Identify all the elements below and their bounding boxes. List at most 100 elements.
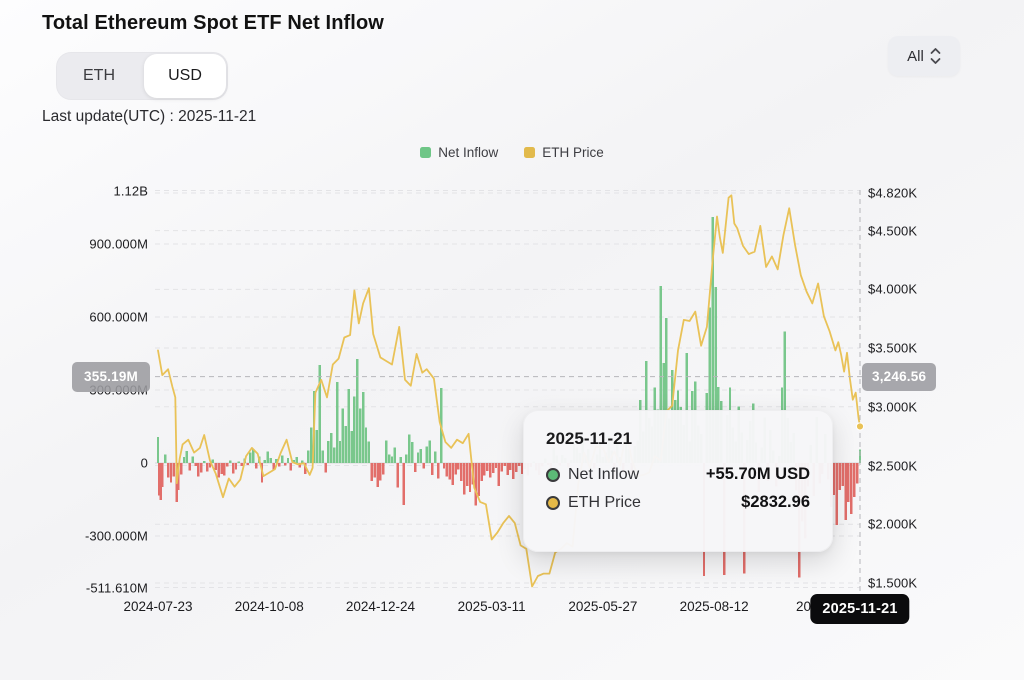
toggle-eth-button[interactable]: ETH — [58, 54, 140, 98]
inflow-bar-positive — [182, 456, 186, 463]
inflow-bar-negative — [324, 463, 327, 473]
inflow-bar-negative — [373, 463, 376, 478]
range-select[interactable]: All — [888, 36, 960, 76]
inflow-bar-negative — [382, 463, 385, 475]
inflow-bar-positive — [295, 456, 298, 463]
legend-item-eth-price[interactable]: ETH Price — [524, 145, 604, 160]
inflow-bar-positive — [387, 454, 391, 464]
tooltip-row-eth-price: ETH Price $2832.96 — [546, 493, 810, 512]
inflow-bar-positive — [315, 430, 319, 463]
inflow-bar-negative — [283, 463, 287, 466]
tooltip-row-net-inflow: Net Inflow +55.70M USD — [546, 465, 810, 484]
inflow-bar-positive — [275, 458, 278, 463]
inflow-bar-negative — [298, 463, 301, 468]
inflow-bar-negative — [208, 463, 212, 468]
inflow-bar-positive — [364, 427, 368, 463]
inflow-bar-negative — [376, 463, 379, 488]
inflow-bar-negative — [465, 463, 469, 486]
inflow-bar-positive — [252, 448, 255, 463]
inflow-bar-negative — [838, 463, 841, 490]
last-update-text: Last update(UTC) : 2025-11-21 — [42, 108, 257, 125]
inflow-bar-negative — [240, 463, 243, 467]
inflow-bar-negative — [503, 463, 506, 467]
inflow-bar-negative — [217, 463, 220, 478]
inflow-bar-positive — [708, 307, 711, 463]
inflow-bar-negative — [226, 463, 229, 467]
inflow-bar-positive — [327, 440, 330, 463]
inflow-bar-negative — [200, 463, 203, 473]
tooltip-label: ETH Price — [568, 493, 641, 511]
inflow-bar-positive — [191, 456, 194, 463]
legend-label: ETH Price — [542, 145, 604, 160]
select-arrows-icon — [930, 48, 941, 64]
crosshair-inflow-badge: 355.19M — [72, 361, 150, 392]
inflow-bar-negative — [454, 463, 457, 475]
inflow-bar-negative — [370, 463, 373, 482]
inflow-bar-negative — [477, 463, 480, 496]
eth-price-line — [157, 194, 861, 588]
inflow-bar-negative — [445, 463, 449, 477]
inflow-bar-negative — [278, 463, 281, 467]
inflow-bar-positive — [665, 318, 668, 463]
net-inflow-swatch-icon — [420, 147, 432, 158]
page-title: Total Ethereum Spot ETF Net Inflow — [42, 12, 384, 34]
range-select-value: All — [907, 47, 924, 65]
inflow-bar-negative — [161, 463, 164, 487]
crosshair-price-badge: 3,246.56 — [862, 362, 937, 391]
inflow-bar-positive — [714, 286, 717, 464]
inflow-bar-positive — [359, 408, 362, 463]
inflow-bar-negative — [396, 463, 399, 488]
inflow-bar-negative — [231, 463, 235, 474]
inflow-bar-negative — [483, 463, 486, 476]
inflow-bar-negative — [422, 463, 425, 469]
tooltip-label: Net Inflow — [568, 465, 640, 483]
inflow-bar-negative — [214, 463, 217, 470]
inflow-bar-positive — [393, 447, 397, 463]
chart-tooltip: 2025-11-21 Net Inflow +55.70M USD ETH Pr… — [523, 410, 833, 552]
inflow-bar-negative — [489, 463, 492, 478]
inflow-bar-negative — [437, 463, 440, 479]
inflow-bar-negative — [289, 463, 293, 471]
inflow-bar-positive — [434, 451, 437, 463]
inflow-bar-negative — [844, 463, 847, 521]
inflow-bar-positive — [341, 408, 345, 463]
inflow-bar-positive — [425, 446, 428, 463]
inflow-bar-negative — [497, 463, 501, 486]
inflow-bar-positive — [237, 461, 241, 464]
inflow-bar-negative — [379, 463, 382, 481]
inflow-bar-negative — [500, 463, 503, 472]
inflow-bar-negative — [494, 463, 498, 469]
tooltip-value: +55.70M USD — [705, 465, 810, 483]
inflow-bar-positive — [711, 216, 714, 463]
inflow-bar-negative — [832, 463, 836, 496]
inflow-bar-positive — [399, 457, 402, 463]
inflow-bar-positive — [318, 365, 321, 464]
legend-label: Net Inflow — [438, 145, 499, 160]
inflow-bar-negative — [515, 463, 518, 472]
inflow-bar-negative — [451, 463, 454, 485]
inflow-bar-positive — [286, 457, 290, 463]
eth-price-dot-icon — [546, 495, 560, 510]
inflow-bar-negative — [448, 463, 451, 480]
inflow-bar-negative — [460, 463, 463, 481]
inflow-bar-negative — [431, 463, 434, 475]
inflow-bar-positive — [350, 430, 353, 463]
inflow-bar-negative — [304, 463, 307, 474]
inflow-bar-positive — [185, 451, 189, 463]
inflow-bar-negative — [480, 463, 483, 481]
inflow-bar-negative — [169, 463, 173, 483]
inflow-bar-negative — [179, 463, 183, 475]
tooltip-value: $2832.96 — [741, 493, 810, 511]
inflow-bar-positive — [416, 452, 420, 464]
inflow-bar-negative — [853, 463, 856, 498]
legend-item-net-inflow[interactable]: Net Inflow — [420, 145, 498, 160]
inflow-bar-negative — [847, 463, 850, 502]
inflow-bar-negative — [457, 463, 460, 470]
net-inflow-dot-icon — [546, 467, 560, 482]
toggle-usd-button[interactable]: USD — [144, 54, 226, 98]
inflow-bar-negative — [520, 463, 524, 474]
inflow-bar-positive — [309, 427, 313, 463]
inflow-bar-positive — [307, 450, 310, 464]
inflow-bar-negative — [234, 463, 238, 470]
